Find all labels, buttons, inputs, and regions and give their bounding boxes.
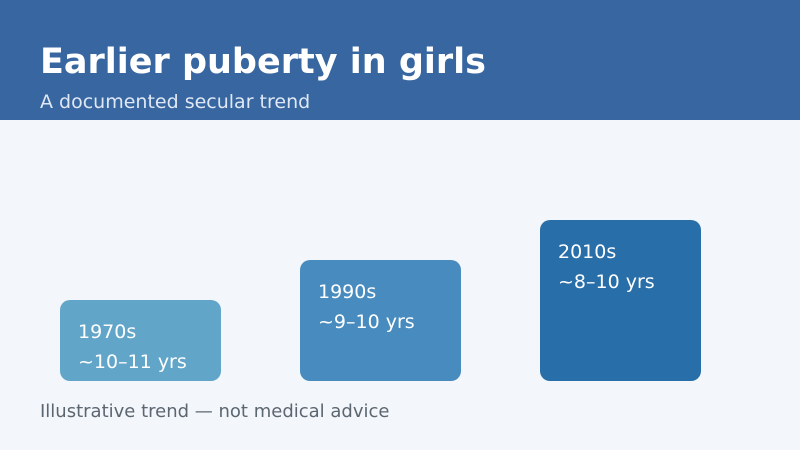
age-range-label: ~10–11 yrs — [78, 351, 187, 373]
era-card-2010s: 2010s ~8–10 yrs — [540, 220, 701, 381]
page-title: Earlier puberty in girls — [40, 42, 486, 82]
era-label: 1970s — [78, 321, 137, 343]
age-range-label: ~9–10 yrs — [318, 311, 415, 333]
header-banner: Earlier puberty in girls A documented se… — [0, 0, 800, 120]
era-card-1990s: 1990s ~9–10 yrs — [300, 260, 461, 381]
era-card-1970s: 1970s ~10–11 yrs — [60, 300, 221, 381]
era-label: 1990s — [318, 281, 377, 303]
era-label: 2010s — [558, 241, 617, 263]
footnote: Illustrative trend — not medical advice — [40, 401, 390, 422]
page-subtitle: A documented secular trend — [40, 91, 311, 113]
age-range-label: ~8–10 yrs — [558, 271, 655, 293]
